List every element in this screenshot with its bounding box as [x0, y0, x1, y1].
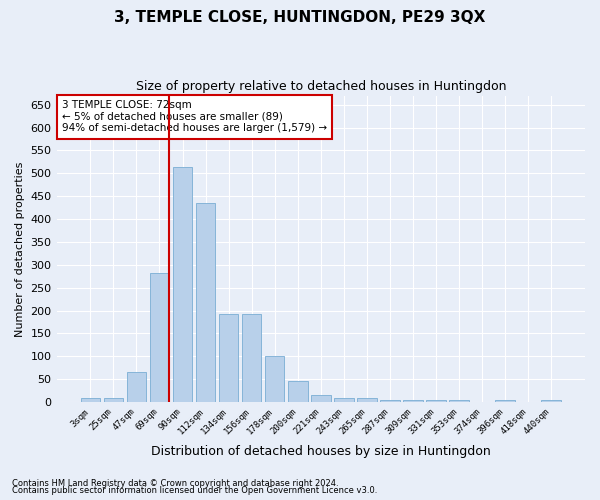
Bar	[288, 381, 308, 402]
Text: Contains HM Land Registry data © Crown copyright and database right 2024.: Contains HM Land Registry data © Crown c…	[12, 478, 338, 488]
Bar	[127, 372, 146, 402]
Bar	[242, 314, 262, 402]
Bar	[449, 400, 469, 402]
Bar	[357, 398, 377, 402]
Text: 3 TEMPLE CLOSE: 72sqm
← 5% of detached houses are smaller (89)
94% of semi-detac: 3 TEMPLE CLOSE: 72sqm ← 5% of detached h…	[62, 100, 327, 134]
Bar	[149, 272, 169, 402]
Text: 3, TEMPLE CLOSE, HUNTINGDON, PE29 3QX: 3, TEMPLE CLOSE, HUNTINGDON, PE29 3QX	[115, 10, 485, 25]
Bar	[403, 400, 423, 402]
Y-axis label: Number of detached properties: Number of detached properties	[15, 161, 25, 336]
Bar	[334, 398, 353, 402]
Bar	[196, 203, 215, 402]
Bar	[104, 398, 123, 402]
Bar	[541, 400, 561, 402]
Title: Size of property relative to detached houses in Huntingdon: Size of property relative to detached ho…	[136, 80, 506, 93]
Bar	[496, 400, 515, 402]
Bar	[219, 314, 238, 402]
Bar	[311, 396, 331, 402]
Bar	[380, 400, 400, 402]
Bar	[80, 398, 100, 402]
X-axis label: Distribution of detached houses by size in Huntingdon: Distribution of detached houses by size …	[151, 444, 491, 458]
Bar	[426, 400, 446, 402]
Bar	[173, 168, 193, 402]
Bar	[265, 356, 284, 402]
Text: Contains public sector information licensed under the Open Government Licence v3: Contains public sector information licen…	[12, 486, 377, 495]
